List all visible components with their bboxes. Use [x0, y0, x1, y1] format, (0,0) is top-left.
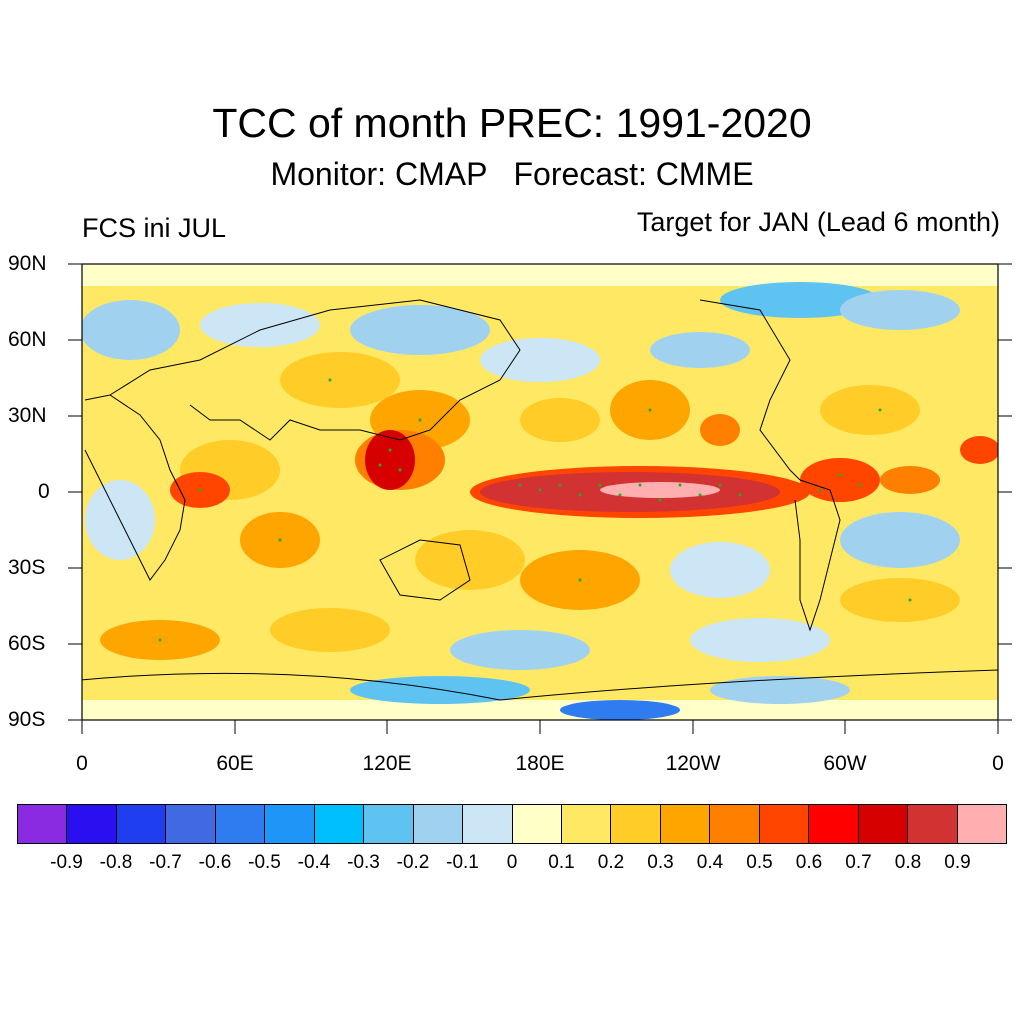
colorbar [17, 804, 1007, 844]
colorbar-label: 0.7 [845, 852, 872, 873]
colorbar-label: 0.3 [647, 852, 674, 873]
colorbar-swatch [809, 805, 859, 843]
lat-ticks [68, 263, 1012, 721]
init-label: FCS ini JUL [82, 213, 227, 243]
lat-label-60n: 60N [8, 328, 47, 351]
colorbar-label: 0 [506, 852, 518, 873]
colorbar-swatch [611, 805, 661, 843]
lon-label-120e: 120E [362, 752, 412, 775]
lat-label-30s: 30S [8, 556, 46, 579]
lat-label-60s: 60S [8, 632, 46, 655]
colorbar-swatch [265, 805, 315, 843]
colorbar-swatch [67, 805, 117, 843]
colorbar-label: -0.1 [446, 852, 479, 873]
colorbar-swatch [314, 805, 365, 843]
colorbar-label: -0.2 [396, 852, 430, 873]
colorbar-swatch [463, 805, 513, 843]
tcc-map [68, 263, 1012, 734]
lon-label-180e: 180E [515, 752, 565, 775]
colorbar-swatch [561, 805, 612, 843]
colorbar-label: -0.4 [297, 852, 331, 873]
colorbar-label: 0.6 [795, 852, 823, 873]
lat-label-90s: 90S [8, 708, 46, 731]
lat-label-90n: 90N [8, 252, 47, 275]
lon-label-60e: 60E [216, 752, 254, 775]
lon-label-0: 0 [76, 752, 88, 775]
colorbar-label: -0.3 [347, 852, 380, 873]
colorbar-swatch [759, 805, 810, 843]
colorbar-swatch [660, 805, 711, 843]
colorbar-label: 0.8 [894, 852, 922, 873]
target-label: Target for JAN (Lead 6 month) [636, 207, 1000, 237]
colorbar-swatch [166, 805, 216, 843]
significance-dots [158, 378, 912, 642]
colorbar-label: -0.5 [248, 852, 281, 873]
lat-label-eq: 0 [38, 480, 50, 503]
colorbar-label: -0.8 [99, 852, 133, 873]
map-subtitle: Monitor: CMAP Forecast: CMME [270, 156, 754, 192]
lon-ticks [81, 720, 999, 734]
colorbar-swatch [116, 805, 167, 843]
map-field [82, 264, 998, 720]
lat-label-30n: 30N [8, 404, 47, 427]
colorbar-swatch [364, 805, 414, 843]
colorbar-swatch [215, 805, 266, 843]
colorbar-swatch [512, 805, 562, 843]
coastlines [82, 299, 998, 701]
colorbar-swatch [710, 805, 760, 843]
colorbar-label: 0.1 [548, 852, 575, 873]
colorbar-swatch [858, 805, 909, 843]
lon-label-120w: 120W [665, 752, 721, 775]
map-title: TCC of month PREC: 1991-2020 [212, 100, 812, 146]
colorbar-label: -0.9 [50, 852, 83, 873]
colorbar-label: -0.6 [198, 852, 232, 873]
colorbar-swatch [18, 805, 68, 843]
colorbar-label: 0.5 [746, 852, 773, 873]
lon-label-0-east: 0 [992, 752, 1004, 775]
colorbar-label: 0.9 [944, 852, 971, 873]
colorbar-label: 0.2 [597, 852, 625, 873]
colorbar-label: 0.4 [696, 852, 724, 873]
lon-label-60w: 60W [823, 752, 867, 775]
colorbar-swatch [957, 805, 1007, 843]
colorbar-label: -0.7 [149, 852, 182, 873]
colorbar-swatch [413, 805, 464, 843]
colorbar-swatch [908, 805, 958, 843]
